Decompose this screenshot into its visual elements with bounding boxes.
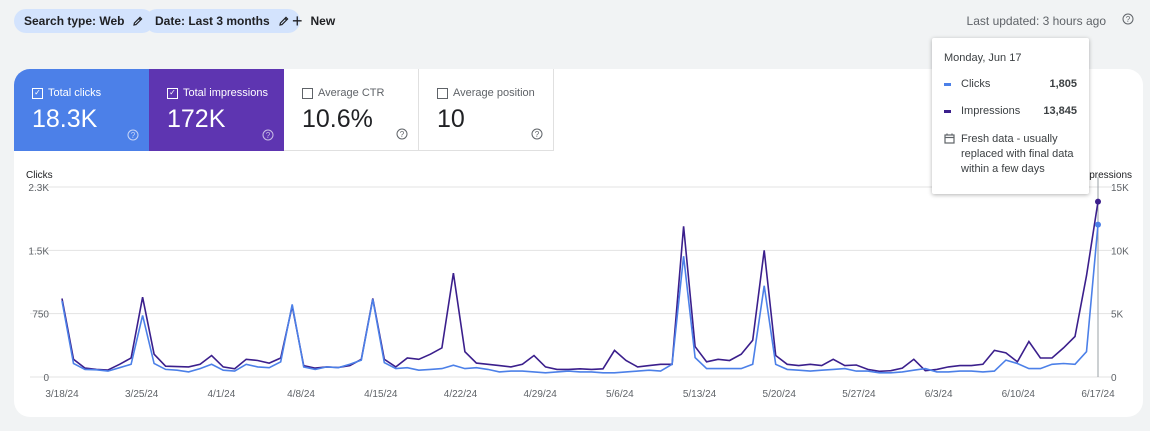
x-tick-label: 4/8/24: [287, 389, 315, 400]
right-axis-title: Impressions: [1078, 170, 1132, 181]
x-tick-label: 5/27/24: [842, 389, 876, 400]
metric-label-row: ✓ Total impressions: [167, 87, 268, 99]
metric-label-row: ✓ Total clicks: [32, 87, 101, 99]
svg-text:?: ?: [1126, 15, 1131, 24]
metric-average-position[interactable]: Average position 10 ?: [419, 69, 554, 151]
metric-label: Total impressions: [183, 87, 268, 99]
tooltip-row-clicks: Clicks 1,805: [944, 78, 1077, 90]
x-tick-label: 4/29/24: [523, 389, 557, 400]
right-tick-label: 10K: [1111, 246, 1129, 257]
search-type-label: Search type: Web: [24, 14, 125, 28]
last-updated-text: Last updated: 3 hours ago: [966, 14, 1106, 28]
left-tick-label: 750: [32, 310, 49, 321]
svg-text:?: ?: [131, 131, 136, 140]
tooltip-label: Clicks: [961, 78, 991, 90]
impressions-swatch: [944, 109, 951, 113]
help-icon[interactable]: ?: [262, 129, 274, 141]
new-filter-button[interactable]: + New: [292, 9, 335, 33]
metric-value: 18.3K: [32, 105, 98, 133]
x-tick-label: 3/18/24: [45, 389, 79, 400]
clicks-swatch: [944, 82, 951, 86]
x-tick-label: 5/13/24: [683, 389, 717, 400]
x-tick-label: 3/25/24: [125, 389, 159, 400]
metric-value: 10.6%: [302, 105, 373, 133]
metric-total-clicks[interactable]: ✓ Total clicks 18.3K ?: [14, 69, 149, 151]
fresh-data-text: Fresh data - usually replaced with final…: [961, 133, 1074, 175]
x-tick-label: 5/20/24: [763, 389, 797, 400]
metric-label-row: Average position: [437, 87, 535, 99]
metric-label-row: Average CTR: [302, 87, 384, 99]
checkbox-checked-icon[interactable]: ✓: [32, 87, 43, 99]
search-type-chip[interactable]: Search type: Web: [14, 9, 155, 33]
left-tick-label: 0: [43, 373, 49, 384]
metric-label: Average CTR: [318, 87, 385, 99]
x-tick-label: 4/1/24: [207, 389, 235, 400]
x-tick-label: 6/17/24: [1081, 389, 1115, 400]
plus-icon: +: [292, 11, 303, 31]
metric-average-ctr[interactable]: Average CTR 10.6% ?: [284, 69, 419, 151]
x-tick-label: 4/15/24: [364, 389, 398, 400]
help-icon[interactable]: ?: [396, 128, 408, 140]
right-tick-label: 15K: [1111, 183, 1129, 194]
svg-text:?: ?: [400, 130, 405, 139]
metric-label: Average position: [453, 87, 535, 99]
date-range-label: Date: Last 3 months: [155, 14, 270, 28]
pencil-icon: [133, 16, 143, 26]
tooltip-value: 13,845: [1043, 105, 1077, 117]
left-tick-label: 1.5K: [28, 246, 49, 257]
help-icon[interactable]: ?: [127, 129, 139, 141]
filter-bar: Search type: Web Date: Last 3 months + N…: [0, 0, 1150, 42]
right-tick-label: 5K: [1111, 310, 1124, 321]
clicks-series-line: [61, 224, 1099, 374]
clicks-hover-point: [1095, 221, 1101, 228]
help-icon[interactable]: ?: [1122, 13, 1134, 25]
date-range-chip[interactable]: Date: Last 3 months: [145, 9, 300, 33]
svg-text:?: ?: [266, 131, 271, 140]
right-tick-label: 0: [1111, 373, 1117, 384]
x-tick-label: 6/10/24: [1002, 389, 1036, 400]
left-tick-label: 2.3K: [28, 183, 49, 194]
x-tick-label: 4/22/24: [444, 389, 478, 400]
metric-value: 10: [437, 105, 465, 133]
tooltip-label: Impressions: [961, 105, 1021, 117]
calendar-icon: [944, 133, 955, 144]
metric-total-impressions[interactable]: ✓ Total impressions 172K ?: [149, 69, 284, 151]
impressions-series-line: [61, 201, 1099, 373]
tooltip-value: 1,805: [1049, 78, 1077, 90]
metric-label: Total clicks: [48, 87, 102, 99]
checkbox-unchecked-icon[interactable]: [302, 87, 313, 99]
checkbox-unchecked-icon[interactable]: [437, 87, 448, 99]
chart-tooltip: Monday, Jun 17 Clicks 1,805 Impressions …: [932, 38, 1089, 194]
pencil-icon: [278, 16, 289, 26]
metric-value: 172K: [167, 105, 226, 133]
new-filter-label: New: [310, 14, 336, 28]
left-axis-title: Clicks: [26, 170, 53, 181]
fresh-data-note: Fresh data - usually replaced with final…: [944, 132, 1079, 177]
help-icon[interactable]: ?: [531, 128, 543, 140]
impressions-hover-point: [1095, 198, 1101, 205]
tooltip-date: Monday, Jun 17: [944, 52, 1022, 64]
x-tick-label: 6/3/24: [925, 389, 953, 400]
x-tick-label: 5/6/24: [606, 389, 634, 400]
svg-text:?: ?: [535, 130, 540, 139]
tooltip-row-impressions: Impressions 13,845: [944, 105, 1077, 117]
checkbox-checked-icon[interactable]: ✓: [167, 87, 178, 99]
